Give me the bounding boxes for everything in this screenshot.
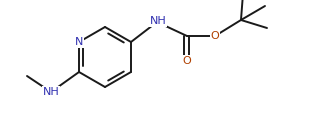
Text: O: O xyxy=(211,31,219,41)
Text: O: O xyxy=(183,56,191,66)
Text: NH: NH xyxy=(149,16,166,26)
Text: NH: NH xyxy=(43,87,59,97)
Text: N: N xyxy=(75,37,83,47)
